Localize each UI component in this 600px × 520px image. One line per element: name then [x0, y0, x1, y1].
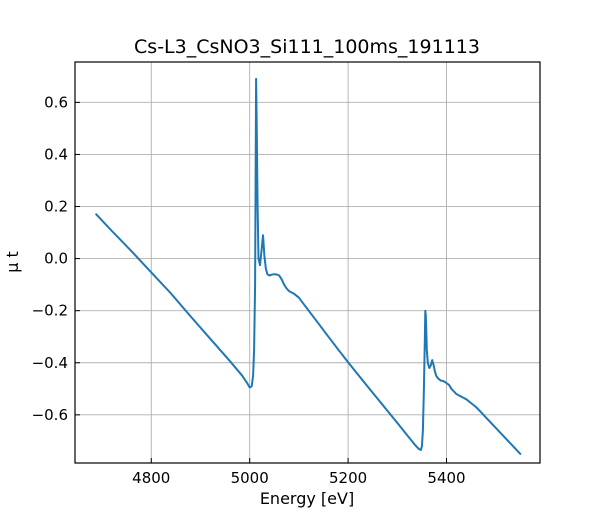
y-axis-label: μ t: [3, 251, 22, 273]
y-tick-label: 0.4: [44, 145, 68, 163]
x-tick-label: 5400: [427, 469, 465, 487]
y-tick-label: −0.4: [32, 354, 68, 372]
y-tick-label: −0.2: [32, 302, 68, 320]
plot-area-frame: [74, 61, 541, 464]
x-tick-label: 5200: [329, 469, 367, 487]
x-tick-label: 4800: [132, 469, 170, 487]
axis-ticks: 4800 5000 5200 5400 −0.6 −0.4 −0.2 0.0 0.2 0.4 0.6: [32, 93, 466, 487]
x-axis-label: Energy [eV]: [260, 489, 354, 508]
y-tick-label: 0.2: [44, 198, 68, 216]
series-line: [95, 77, 522, 455]
series-layer: [95, 77, 522, 455]
y-tick-label: 0.6: [44, 93, 68, 111]
y-tick-label: −0.6: [32, 406, 68, 424]
grid-lines: [75, 62, 540, 463]
y-tick-label: 0.0: [44, 250, 68, 268]
x-tick-label: 5000: [231, 469, 269, 487]
chart-title: Cs-L3_CsNO3_Si111_100ms_191113: [134, 36, 480, 58]
